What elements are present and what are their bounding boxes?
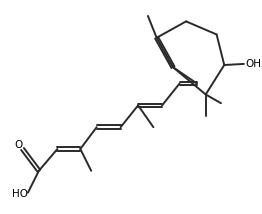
Text: O: O — [14, 140, 22, 150]
Text: HO: HO — [12, 189, 28, 199]
Text: OH: OH — [245, 59, 261, 69]
